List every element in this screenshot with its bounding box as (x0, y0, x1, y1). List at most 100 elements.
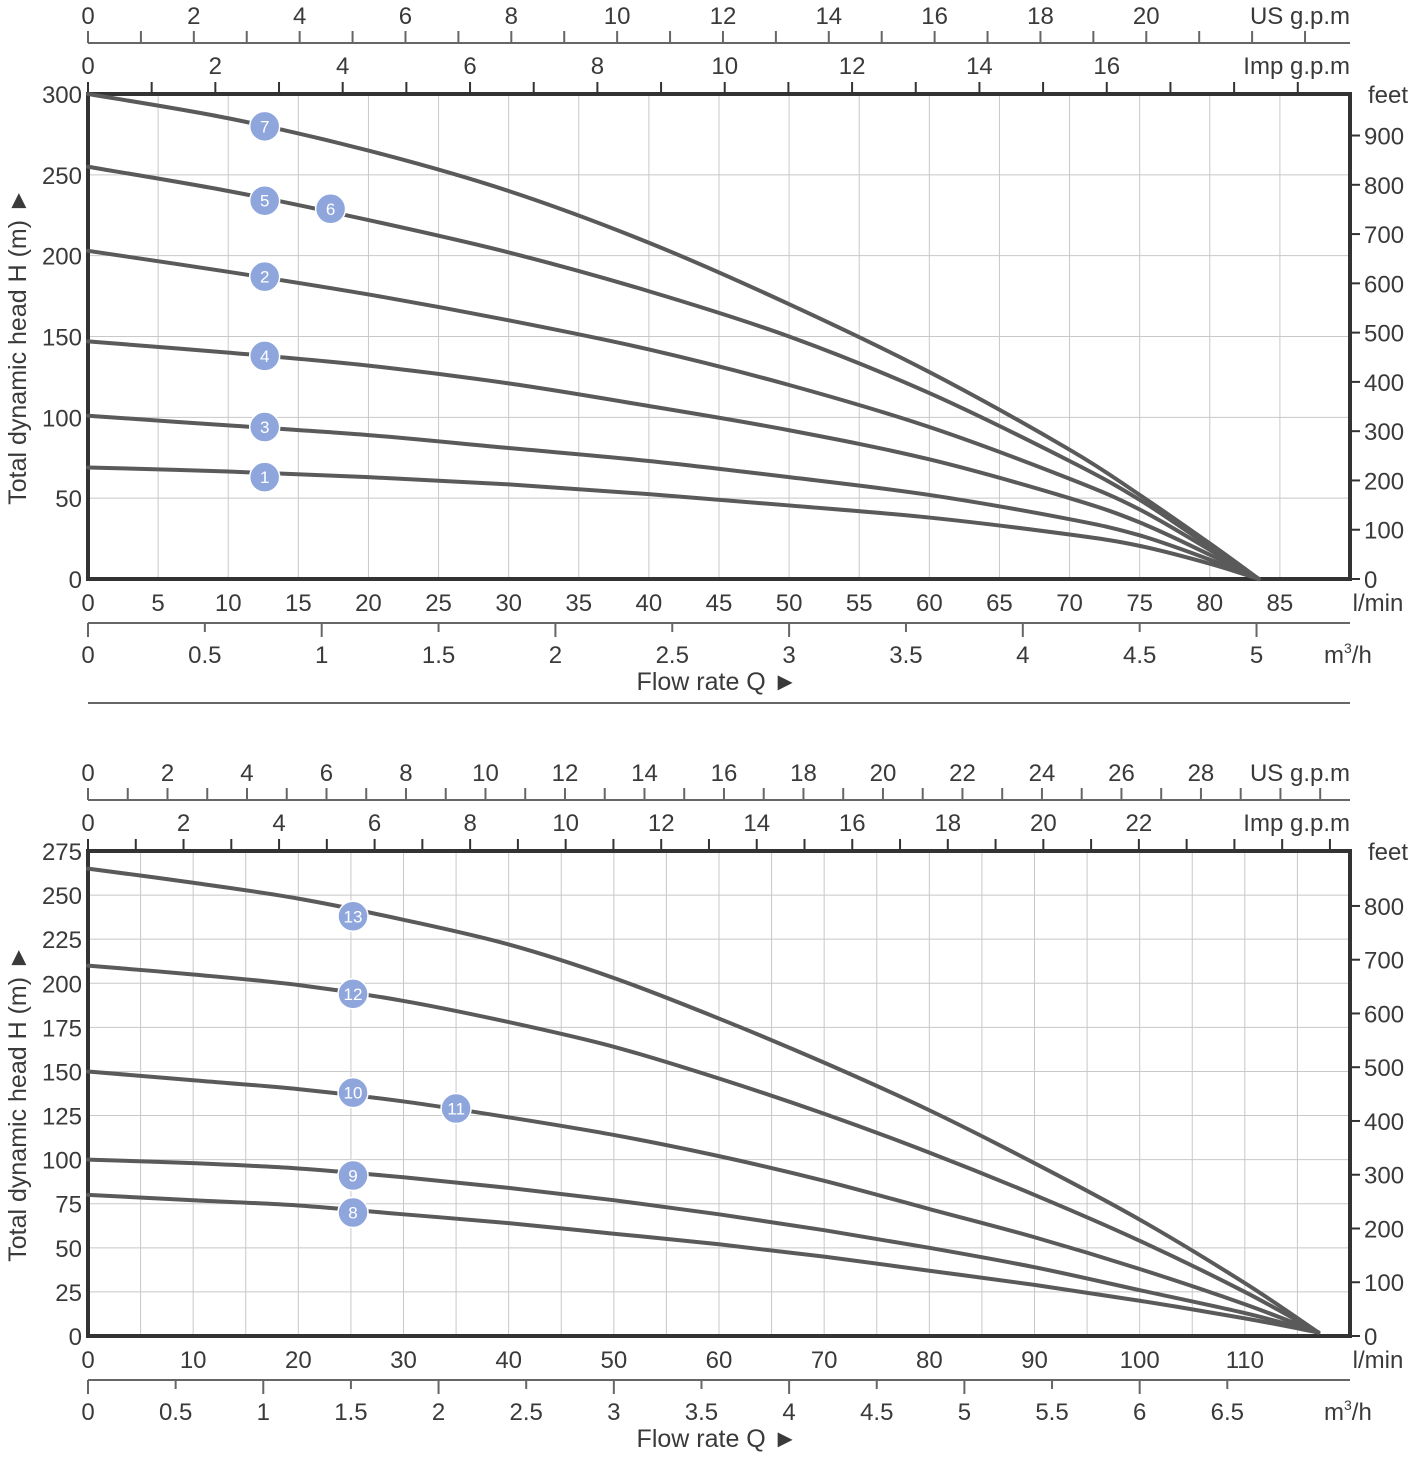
m3h-tick-label: 2.5 (656, 642, 689, 669)
x-tick-label: 65 (986, 590, 1013, 617)
badge-circle (440, 1092, 472, 1125)
us-gpm-tick-label: 10 (472, 760, 499, 787)
us-gpm-tick-label: 2 (187, 3, 200, 30)
x-tick-label: 75 (1126, 590, 1153, 617)
curve-label-badge-11: 11 (440, 1092, 472, 1125)
us-gpm-tick-label: 4 (240, 760, 253, 787)
badge-number: 9 (348, 1167, 357, 1186)
y-tick-label: 75 (55, 1192, 82, 1219)
imp-gpm-tick-label: 4 (336, 53, 349, 80)
m3h-tick-label: 1.5 (422, 642, 455, 669)
m3h-tick-label: 3 (607, 1399, 620, 1426)
m3h-tick-label: 2 (432, 1399, 445, 1426)
badge-number: 11 (447, 1099, 465, 1118)
feet-tick-label: 200 (1364, 468, 1404, 495)
y-tick-label: 0 (69, 1324, 82, 1351)
x-tick-label: 90 (1021, 1347, 1048, 1374)
us-gpm-tick-label: 12 (552, 760, 579, 787)
feet-tick-label: 200 (1364, 1216, 1404, 1243)
badge-number: 13 (344, 907, 363, 926)
curve-label-badge-4: 4 (248, 340, 281, 372)
y-tick-label: 100 (42, 1148, 82, 1175)
feet-tick-label: 400 (1364, 370, 1404, 397)
x-tick-label: 50 (600, 1347, 627, 1374)
imp-gpm-tick-label: 14 (743, 810, 770, 837)
m3h-unit-label: m3/h (1324, 640, 1372, 669)
pump-curve-5 (86, 164, 1261, 581)
m3h-tick-label: 3.5 (685, 1399, 718, 1426)
x-tick-label: 10 (180, 1347, 207, 1374)
m3h-tick-label: 3 (782, 642, 795, 669)
badge-circle (248, 110, 281, 143)
plot-frame (86, 849, 1352, 1338)
feet-tick-label: 0 (1364, 1324, 1377, 1351)
m3h-tick-label: 4.5 (1123, 642, 1156, 669)
imp-gpm-tick-label: 18 (934, 810, 961, 837)
us-gpm-tick-label: 20 (1133, 3, 1160, 30)
m3h-tick-label: 0.5 (159, 1399, 192, 1426)
us-gpm-tick-label: 8 (505, 3, 518, 30)
imp-gpm-tick-label: 16 (1093, 53, 1120, 80)
imp-gpm-tick-label: 12 (839, 53, 866, 80)
feet-tick-label: 800 (1364, 894, 1404, 921)
feet-tick-label: 100 (1364, 518, 1404, 545)
curve-label-badge-12: 12 (337, 978, 369, 1010)
pump-curve-2 (86, 248, 1261, 581)
feet-tick-label: 900 (1364, 124, 1404, 151)
x-tick-label: 30 (390, 1347, 417, 1374)
x-tick-label: 70 (1056, 590, 1083, 617)
x-tick-label: 40 (495, 1347, 522, 1374)
imp-gpm-tick-label: 20 (1030, 810, 1057, 837)
x-axis-title: Flow rate Q ► (637, 1425, 798, 1453)
y-tick-label: 25 (55, 1280, 82, 1307)
curve-label-badge-10: 10 (337, 1076, 369, 1109)
x-tick-label: 20 (285, 1347, 312, 1374)
x-tick-label: 30 (495, 590, 522, 617)
feet-tick-label: 300 (1364, 419, 1404, 446)
y-tick-label: 125 (42, 1104, 82, 1131)
lmin-unit-label: l/min (1353, 590, 1404, 617)
pump-curve-7 (86, 92, 1261, 581)
x-tick-label: 50 (776, 590, 803, 617)
us-gpm-tick-label: 14 (631, 760, 658, 787)
x-tick-label: 80 (916, 1347, 943, 1374)
us-gpm-tick-label: 22 (949, 760, 976, 787)
us-gpm-tick-label: 16 (711, 760, 738, 787)
y-tick-label: 150 (42, 1059, 82, 1086)
m3h-tick-label: 3.5 (889, 642, 922, 669)
x-tick-label: 45 (706, 590, 733, 617)
curve-label-badge-6: 6 (314, 193, 347, 225)
y-tick-label: 250 (42, 883, 82, 910)
feet-tick-label: 100 (1364, 1270, 1404, 1297)
badge-circle (248, 461, 281, 493)
imp-gpm-tick-label: 22 (1126, 810, 1153, 837)
curve-label-badge-5: 5 (248, 184, 281, 217)
x-tick-label: 25 (425, 590, 452, 617)
plot-frame (86, 92, 1352, 581)
imp-gpm-tick-label: 4 (272, 810, 285, 837)
feet-tick-label: 600 (1364, 271, 1404, 298)
us-gpm-tick-label: 28 (1188, 760, 1215, 787)
imp-gpm-tick-label: 6 (368, 810, 381, 837)
us-gpm-tick-label: 0 (81, 3, 94, 30)
us-gpm-unit-label: US g.p.m (1250, 3, 1350, 30)
y-axis-title: Total dynamic head H (m) ► (4, 945, 32, 1262)
us-gpm-tick-label: 20 (870, 760, 897, 787)
x-tick-label: 0 (81, 1347, 94, 1374)
curve-label-badge-3: 3 (248, 411, 281, 443)
x-tick-label: 60 (706, 1347, 733, 1374)
feet-tick-label: 0 (1364, 567, 1377, 594)
x-tick-label: 40 (636, 590, 663, 617)
pump-curve-1 (86, 465, 1261, 581)
imp-gpm-tick-label: 0 (81, 810, 94, 837)
m3h-unit-label: m3/h (1324, 1397, 1372, 1426)
imp-gpm-tick-label: 2 (209, 53, 222, 80)
y-tick-label: 150 (42, 325, 82, 352)
badge-circle (248, 184, 281, 217)
m3h-unit-sup: 3 (1344, 640, 1352, 656)
curve-label-badge-13: 13 (337, 900, 369, 933)
pump-curve-10 (86, 1069, 1321, 1335)
m3h-tick-label: 5.5 (1035, 1399, 1068, 1426)
